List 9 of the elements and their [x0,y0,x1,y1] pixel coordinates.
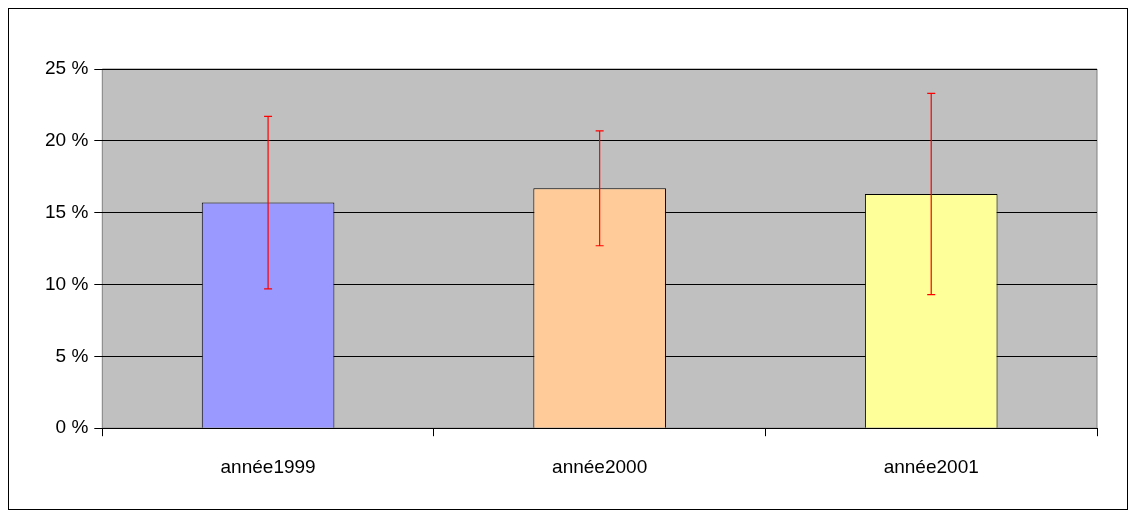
x-tick-label: année2001 [883,455,979,477]
y-tick-label: 25 % [44,57,89,79]
y-tick-label: 10 % [44,272,89,294]
y-tick-label: 5 % [55,344,89,366]
y-tick-label: 20 % [44,129,89,151]
y-tick-label: 0 % [55,416,89,438]
y-tick-label: 15 % [44,200,89,222]
x-tick-label: année1999 [220,455,316,477]
x-tick-label: année2000 [552,455,648,477]
